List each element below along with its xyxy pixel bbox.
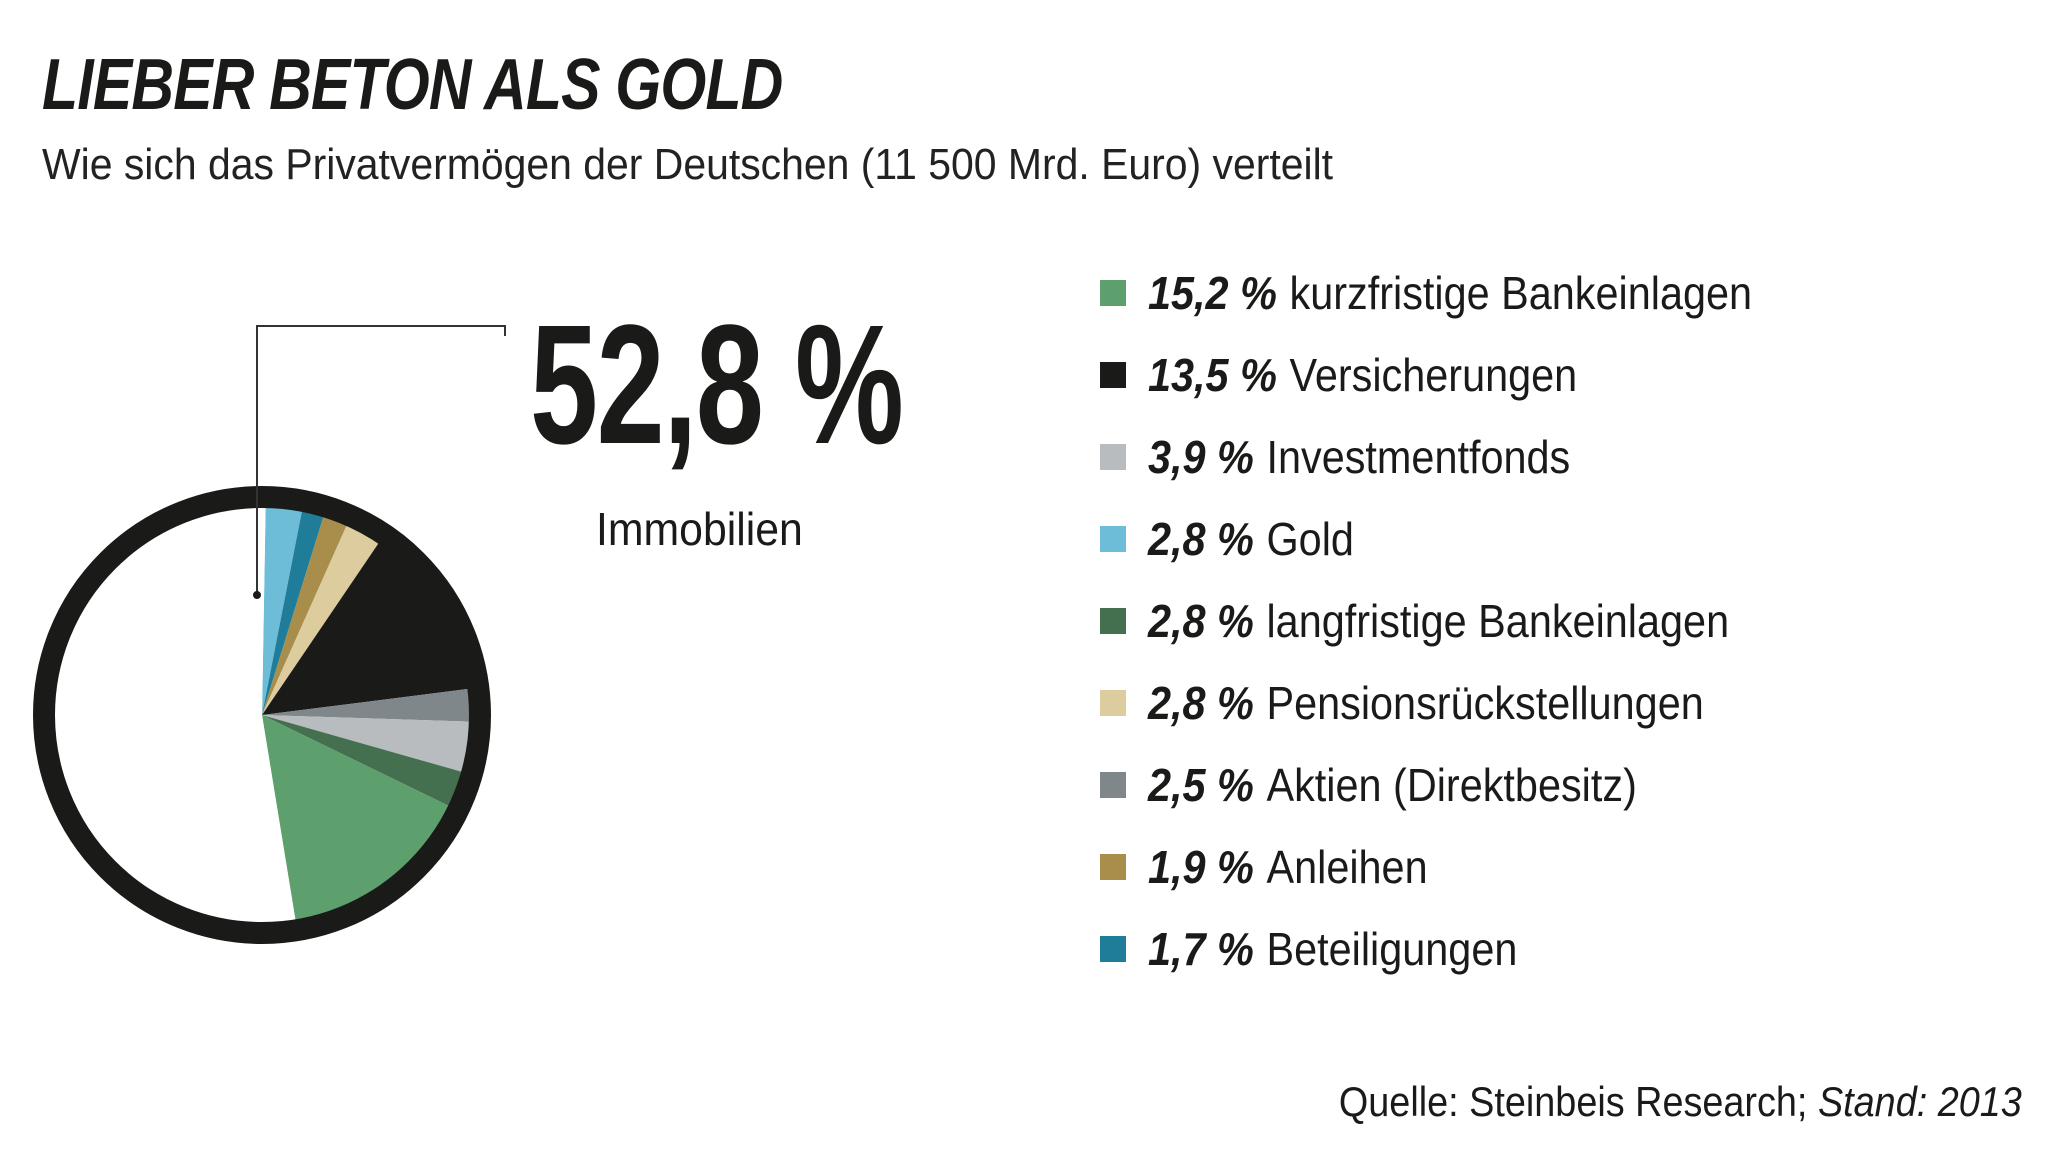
source-date: Stand: 2013 — [1818, 1078, 2022, 1125]
legend-label: Investmentfonds — [1266, 431, 1571, 483]
source-note: Quelle: Steinbeis Research; Stand: 2013 — [1339, 1078, 2022, 1126]
pie-slice-immobilien — [41, 495, 298, 936]
legend-label: Beteiligungen — [1266, 923, 1518, 975]
legend-swatch — [1100, 280, 1126, 306]
legend-item: 3,9 % Investmentfonds — [1100, 416, 1819, 498]
chart-title: LIEBER BETON ALS GOLD — [42, 45, 783, 125]
legend-swatch — [1100, 772, 1126, 798]
legend-label: Versicherungen — [1289, 349, 1578, 401]
legend-label: Gold — [1266, 513, 1354, 565]
legend: 15,2 % kurzfristige Bankeinlagen 13,5 % Ve… — [1100, 252, 1819, 990]
legend-percent: 15,2 % — [1148, 267, 1277, 319]
leader-dot — [253, 591, 261, 599]
highlight-label: Immobilien — [596, 503, 803, 555]
legend-item: 1,9 % Anleihen — [1100, 826, 1819, 908]
legend-percent: 2,8 % — [1148, 595, 1254, 647]
legend-item: 15,2 % kurzfristige Bankeinlagen — [1100, 252, 1819, 334]
legend-percent: 2,5 % — [1148, 759, 1254, 811]
highlight-value: 52,8 % — [530, 290, 904, 480]
legend-swatch — [1100, 854, 1126, 880]
legend-item: 13,5 % Versicherungen — [1100, 334, 1819, 416]
legend-item: 2,8 % Pensionsrückstellungen — [1100, 662, 1819, 744]
legend-swatch — [1100, 608, 1126, 634]
legend-label: Aktien (Direktbesitz) — [1266, 759, 1637, 811]
legend-percent: 13,5 % — [1148, 349, 1277, 401]
legend-label: Pensionsrückstellungen — [1266, 677, 1704, 729]
legend-item: 2,8 % Gold — [1100, 498, 1819, 580]
leader-line — [256, 325, 506, 595]
legend-swatch — [1100, 936, 1126, 962]
legend-label: kurzfristige Bankeinlagen — [1289, 267, 1753, 319]
pie-slice-beteiligungen — [262, 499, 328, 715]
pie-slice-gold — [262, 495, 305, 715]
pie-slice-langfristige-bankeinlagen — [262, 715, 474, 812]
legend-item: 2,5 % Aktien (Direktbesitz) — [1100, 744, 1819, 826]
legend-percent: 2,8 % — [1148, 677, 1254, 729]
source-text: Quelle: Steinbeis Research; — [1339, 1078, 1808, 1125]
legend-swatch — [1100, 690, 1126, 716]
pie-slice-kurzfristige-bankeinlagen — [262, 715, 460, 933]
pie-slice-anleihen — [262, 504, 352, 715]
legend-swatch — [1100, 526, 1126, 552]
legend-label: langfristige Bankeinlagen — [1266, 595, 1730, 647]
legend-item: 2,8 % langfristige Bankeinlagen — [1100, 580, 1819, 662]
pie-slice-pensionsrückstellungen — [262, 514, 386, 715]
legend-percent: 2,8 % — [1148, 513, 1254, 565]
chart-subtitle: Wie sich das Privatvermögen der Deutsche… — [42, 140, 1334, 189]
pie-ring — [33, 486, 491, 944]
legend-percent: 1,9 % — [1148, 841, 1254, 893]
pie-chart — [33, 325, 506, 944]
legend-item: 1,7 % Beteiligungen — [1100, 908, 1819, 990]
legend-swatch — [1100, 362, 1126, 388]
legend-label: Anleihen — [1266, 841, 1428, 893]
pie-slice-investmentfonds — [262, 715, 482, 776]
legend-percent: 3,9 % — [1148, 431, 1254, 483]
legend-swatch — [1100, 444, 1126, 470]
legend-percent: 1,7 % — [1148, 923, 1254, 975]
pie-slice-aktien-direktbesitz — [262, 687, 482, 722]
